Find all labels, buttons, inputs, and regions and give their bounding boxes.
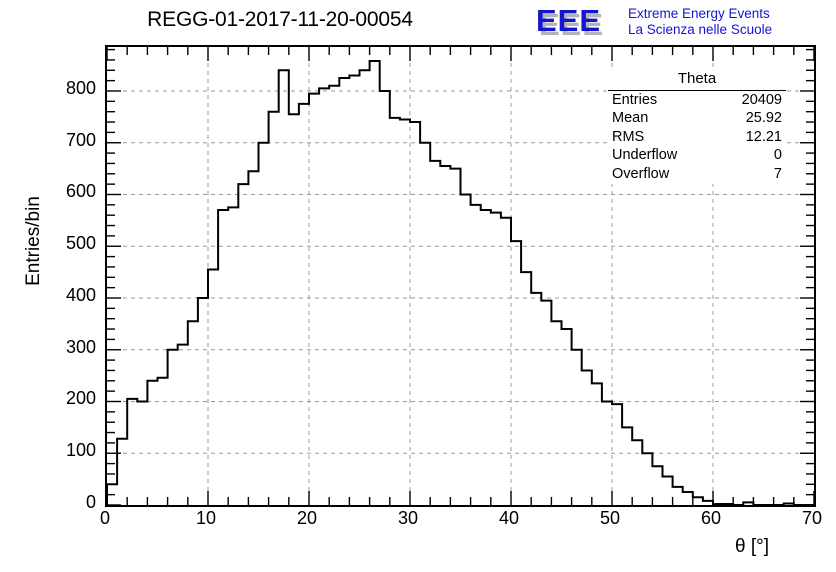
stats-row: Underflow 0 [608, 146, 786, 165]
y-tick-label: 600 [65, 181, 96, 202]
x-tick-label: 50 [599, 508, 621, 528]
stats-box: Theta Entries 20409 Mean 25.92 RMS 12.21 Under… [608, 70, 786, 184]
y-tick-label: 0 [85, 492, 96, 512]
eee-logo-mark: EEE EEE [536, 3, 603, 40]
eee-logo-text: Extreme Energy Events La Scienza nelle S… [628, 6, 772, 38]
stats-row-value: 0 [773, 147, 782, 164]
stats-row-value: 7 [773, 165, 782, 182]
page-title: REGG-01-2017-11-20-00054 [147, 8, 413, 31]
x-tick-label: 70 [801, 508, 823, 528]
y-tick-label: 800 [65, 77, 96, 98]
stats-row-value: 20409 [741, 91, 782, 108]
stats-row: Overflow 7 [608, 165, 786, 184]
y-tick-label: 700 [65, 129, 96, 150]
stats-row: RMS 12.21 [608, 128, 786, 147]
x-tick-label: 60 [700, 508, 722, 528]
eee-logo-line1: Extreme Energy Events [628, 6, 770, 21]
axis-ticks [107, 47, 814, 505]
stats-row-label: Overflow [612, 165, 670, 182]
stats-row-value: 12.21 [745, 128, 782, 145]
stats-row-label: Underflow [612, 147, 678, 164]
stats-row: Mean 25.92 [608, 109, 786, 128]
stats-box-rows: Entries 20409 Mean 25.92 RMS 12.21 Underflow 0 O… [608, 91, 786, 184]
stats-row-label: Entries [612, 91, 658, 108]
stats-box-title: Theta [608, 70, 786, 91]
x-tick-label: 20 [296, 508, 318, 528]
y-tick-label: 100 [65, 440, 96, 461]
histogram-svg [107, 47, 814, 505]
eee-logo: EEE EEE Extreme Energy Events La Scienza… [536, 4, 832, 40]
y-tick-label: 400 [65, 284, 96, 305]
stats-row: Entries 20409 [608, 91, 786, 110]
eee-logo-mark-shadow: EEE [539, 7, 605, 42]
histogram-step-line [107, 59, 814, 505]
y-tick-label: 200 [65, 388, 96, 409]
x-tick-label: 0 [99, 508, 110, 528]
x-tick-label: 30 [397, 508, 419, 528]
x-tick-label: 40 [498, 508, 520, 528]
x-tick-label: 10 [195, 508, 217, 528]
stats-row-label: RMS [612, 128, 645, 145]
x-axis-title: θ [°] [735, 536, 770, 557]
eee-logo-line2: La Scienza nelle Scuole [628, 22, 773, 37]
eee-logo-mark-front: EEE [536, 3, 602, 38]
stats-row-value: 25.92 [745, 110, 782, 127]
stats-row-label: Mean [612, 110, 649, 127]
y-tick-label: 500 [65, 233, 96, 254]
y-tick-label: 300 [65, 336, 96, 357]
